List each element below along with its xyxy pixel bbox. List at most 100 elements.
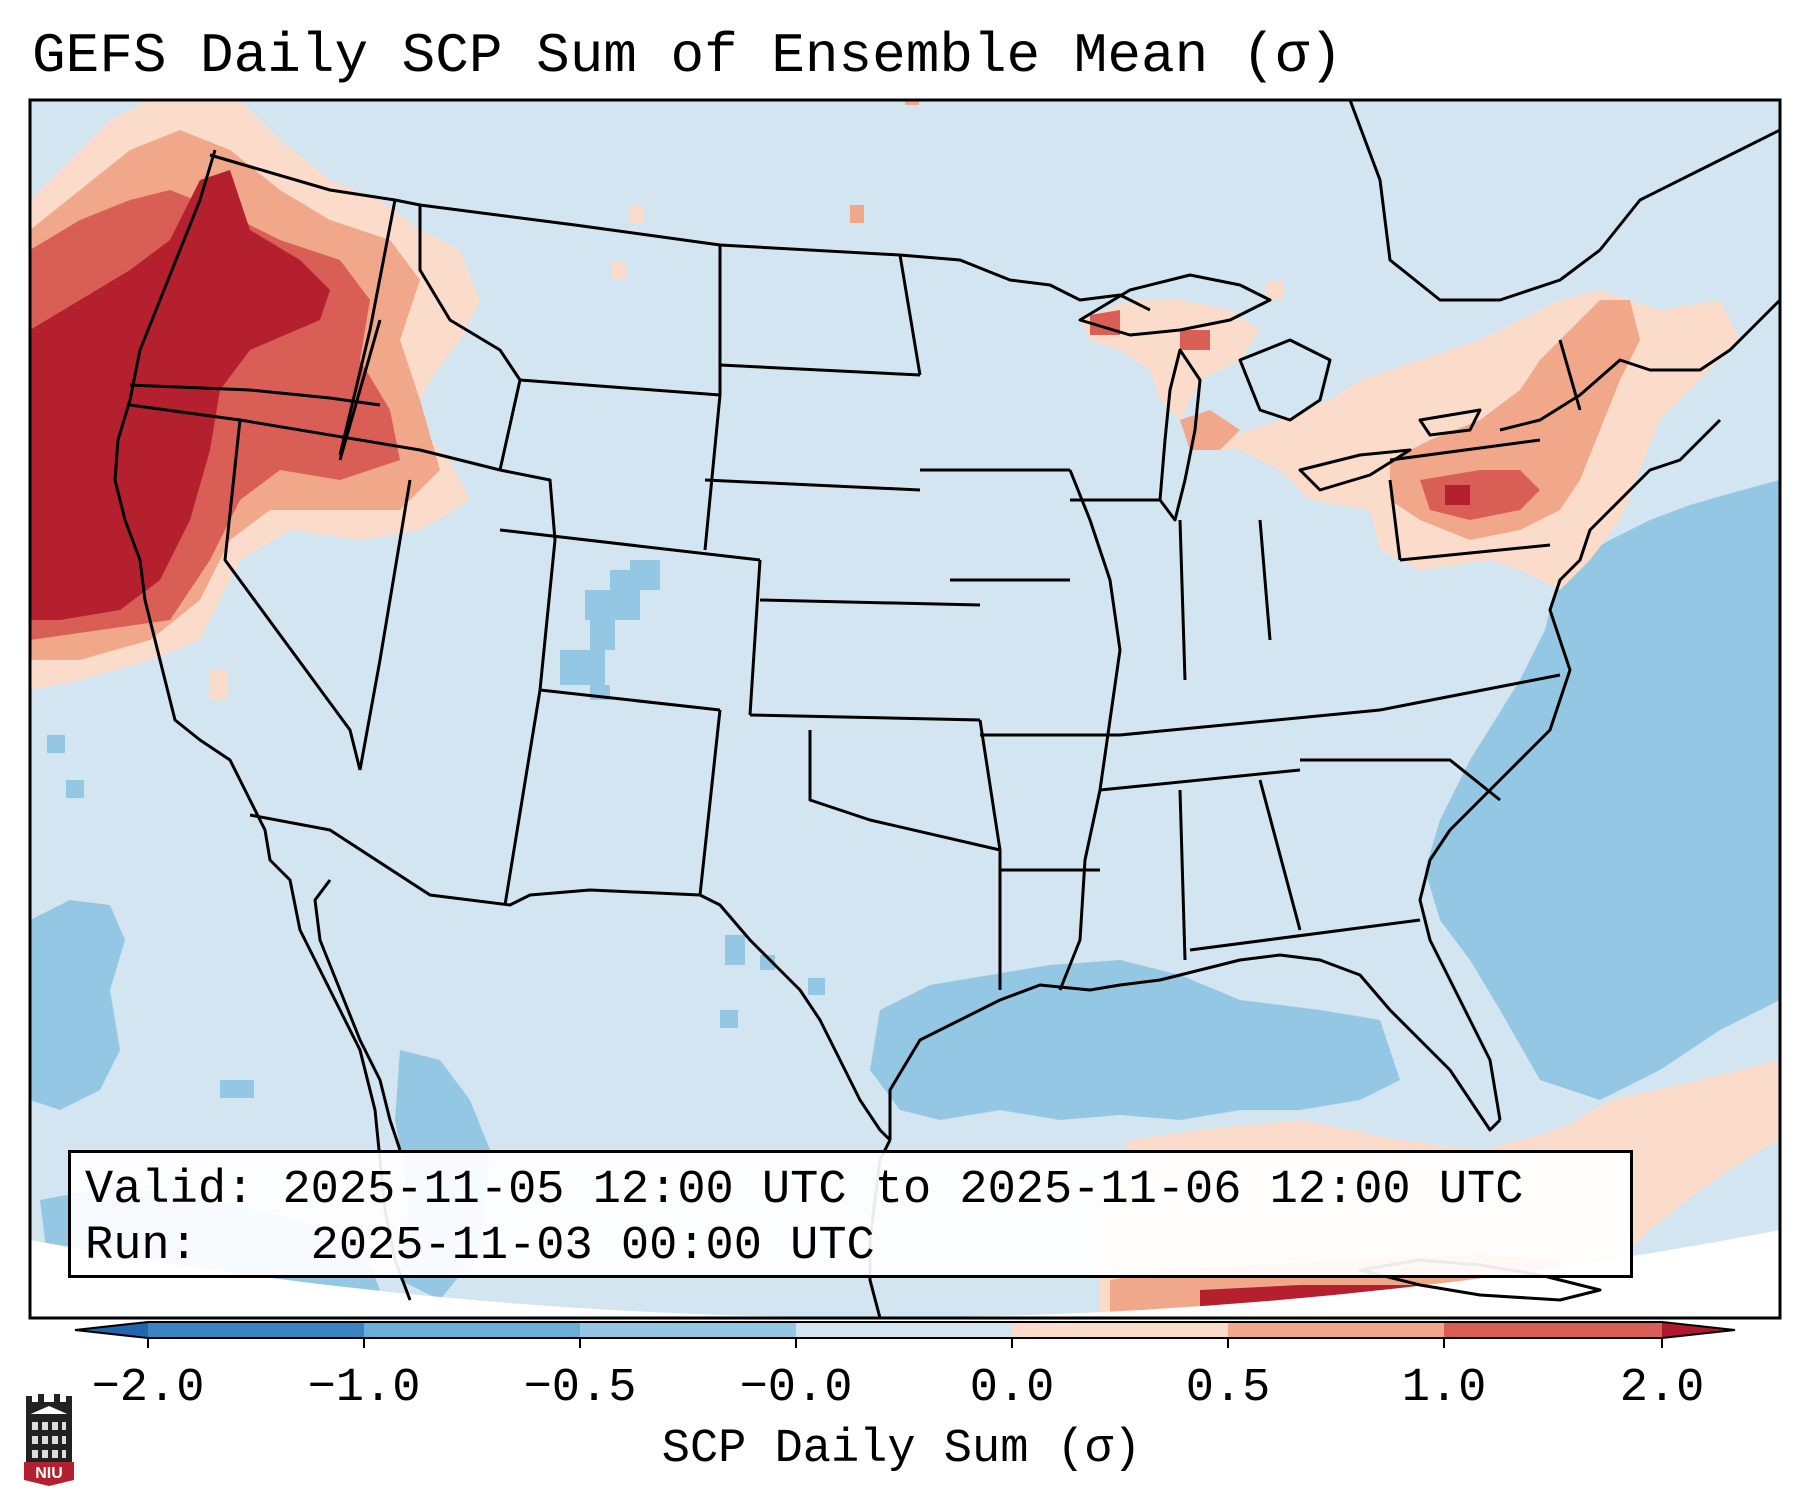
state-line-ut-wy [499,468,557,691]
lake-superior [1078,273,1272,337]
quebec-coast [1598,128,1780,251]
colorbar-label: SCP Daily Sum (σ) [661,1423,1142,1476]
run-label: Run: [85,1220,198,1273]
colorado-negative-5 [560,650,605,685]
pacific-negative-dot-2 [66,780,84,798]
lake-erie [1298,448,1412,492]
texas-negative-2 [760,955,775,970]
state-line-il-in [1178,519,1187,681]
state-line-co-nm [539,688,721,712]
colorbar-tick-label: 2.0 [1619,1362,1705,1415]
lake-michigan [1158,348,1202,522]
state-line-ok-tx [808,730,1002,990]
state-line-ms-river [1058,469,1122,991]
state-line-wy-sd [703,394,722,551]
montana-positive-1 [630,205,644,223]
colorbar-tick-label: −2.0 [91,1362,205,1415]
colorbar-segment-6 [1228,1322,1444,1338]
state-line-oh-pa [1388,479,1402,561]
logo-badge [24,1462,74,1486]
state-line-mt-wy [519,378,721,397]
pacific-negative-dot-1 [47,735,65,753]
colorbar-tick-label: 0.0 [969,1362,1055,1415]
colorbar-tick-label: −0.5 [523,1362,637,1415]
boundaries [113,100,1780,1318]
state-line-sd-ne [704,478,921,492]
state-line-ky-tn [1119,708,1381,737]
texas-negative-1 [725,935,745,965]
state-line-nm-tx [698,709,722,896]
state-line-id-wy [498,379,522,471]
state-line-wa-or [129,383,381,407]
niu-logo: NIU [24,1394,74,1486]
state-line-or-ca [129,403,501,472]
colorado-negative-1 [585,590,610,620]
california-positive-1 [210,670,228,700]
state-line-tn-ms-al [1099,768,1301,792]
valid-run-info-box: Valid: 2025-11-05 12:00 UTC to 2025-11-0… [68,1150,1633,1278]
state-line-al-ga [1258,779,1302,931]
pennsylvania-positive-high [1420,470,1540,520]
projection-edge-mask [30,1230,1780,1318]
colorbar-segment-3 [580,1322,796,1338]
colorbar-tick-label: 0.5 [1185,1362,1271,1415]
state-line-ga-fl [1189,918,1421,952]
logo-tower-icon [26,1394,72,1416]
colorbar-ticks [147,1338,1663,1348]
colorbar-extend-low [75,1322,148,1338]
colorbar-tick-label: −0.0 [739,1362,853,1415]
run-time-value: 2025-11-03 00:00 UTC [310,1220,875,1273]
colorbar-tick-label: 1.0 [1401,1362,1487,1415]
texas-negative-4 [720,1010,738,1028]
colorbar-segment-1 [148,1322,364,1338]
us-mexico-border [249,813,892,1142]
colorbar-extend-high [1662,1322,1735,1338]
hudson-bay-coast [1348,100,1601,302]
state-line-nd-mn [898,254,922,376]
north-dakota-positive-2 [905,100,919,105]
bahamas-positive [1550,1075,1780,1170]
baja-coastline [313,879,402,1151]
state-line-id-mt [418,205,522,381]
colorado-negative-4 [590,620,615,650]
state-line-ny-vt [1558,339,1582,411]
pacific-negative-dot-3 [220,1080,254,1098]
state-line-pa-md [1399,543,1551,562]
state-line-ms-al [1178,789,1187,961]
colorbar-segment-2 [364,1322,580,1338]
valid-label: Valid: [85,1164,255,1217]
state-line-nd-sd [719,363,921,377]
state-line-nv-ut [358,479,412,771]
colorbar-segment-4 [796,1322,1012,1338]
gulf-coastline [888,953,1502,1140]
state-line-co-ks [748,559,762,716]
north-dakota-positive-1 [850,205,864,223]
logo-text: NIU [35,1465,63,1482]
state-line-ok-ar [978,719,1002,851]
colorbar-segment-7 [1444,1322,1662,1338]
state-line-pa-ny [1389,438,1541,462]
lake-ontario [1418,408,1482,437]
montana-positive-2 [612,262,626,280]
state-line-in-oh [1258,519,1272,641]
state-line-nc-sc [1300,758,1501,802]
atlantic-coastline [1418,418,1722,1121]
colorbar-segment-5 [1012,1322,1228,1338]
state-line-ne-ks [759,598,981,607]
valid-time-value: 2025-11-05 12:00 UTC to 2025-11-06 12:00… [282,1164,1524,1217]
lake-superior-positive-2 [1180,330,1210,350]
colorbar-tick-label: −1.0 [307,1362,421,1415]
state-line-wa-id [338,199,397,456]
pacific-negative-area [30,900,125,1110]
colorbar [74,1321,1736,1348]
pnw-positive-core [30,170,330,620]
state-line-wy-co [499,528,761,562]
plot-title: GEFS Daily SCP Sum of Ensemble Mean (σ) [32,24,1343,88]
map-frame [28,98,1782,1320]
idaho-positive-1 [1265,282,1283,300]
atlantic-negative-area [1425,480,1780,1100]
us-canada-border-east [1499,298,1780,432]
pacific-coastline [113,149,412,1301]
state-line-ks-ok [749,713,981,722]
